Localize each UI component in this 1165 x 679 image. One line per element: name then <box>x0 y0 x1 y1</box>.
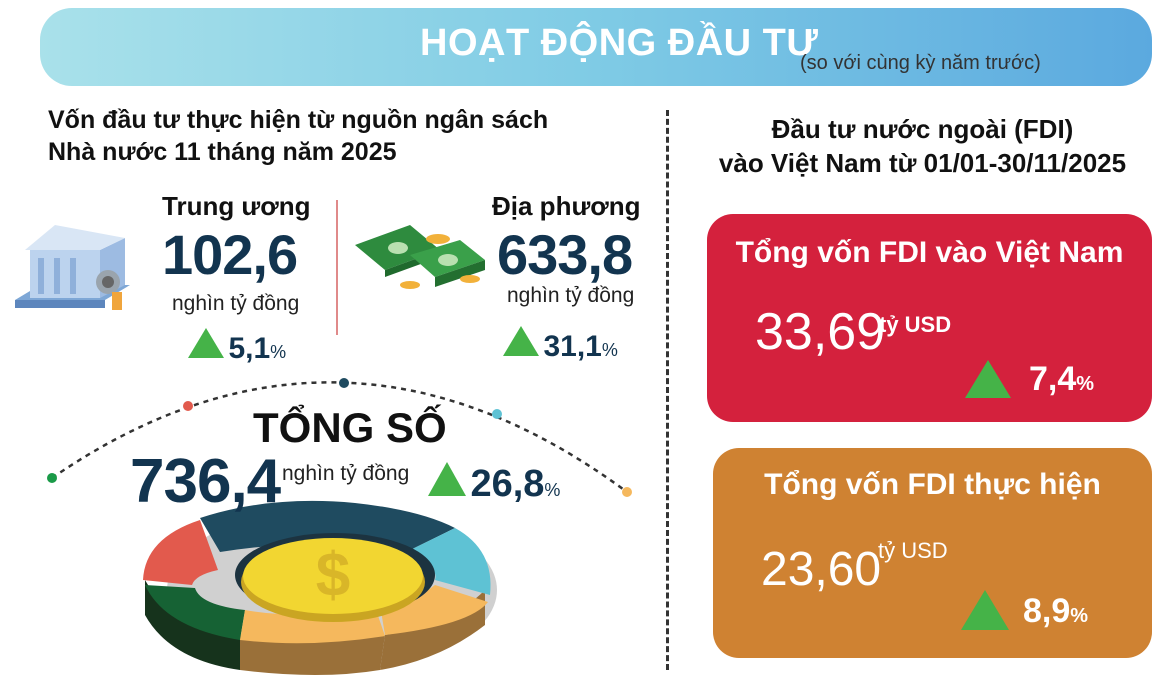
total-value: 736,4 <box>130 447 281 516</box>
budget-title-line1: Vốn đầu tư thực hiện từ nguồn ngân sách <box>48 106 549 134</box>
up-triangle-icon <box>188 328 224 358</box>
up-triangle-icon <box>503 326 539 356</box>
fdi-title-line1: Đầu tư nước ngoài (FDI) <box>771 114 1074 144</box>
central-label: Trung ương <box>162 191 311 221</box>
bank-icon <box>15 225 130 310</box>
page-title: HOẠT ĐỘNG ĐẦU TƯ <box>420 22 819 64</box>
up-triangle-icon <box>428 462 466 496</box>
donut-graphic: $ <box>47 378 632 675</box>
up-triangle-icon <box>965 360 1011 403</box>
fdi-disbursed-card: Tổng vốn FDI thực hiện 23,60 tỷ USD 8,9% <box>713 448 1152 658</box>
fdi-registered-change: 7,4% <box>1029 360 1094 399</box>
central-value: 102,6 <box>162 223 298 286</box>
svg-text:$: $ <box>316 541 350 610</box>
fdi-title-line2: vào Việt Nam từ 01/01-30/11/2025 <box>718 148 1127 178</box>
up-triangle-icon <box>961 590 1009 635</box>
local-unit: nghìn tỷ đồng <box>507 284 635 307</box>
fdi-disbursed-change: 8,9% <box>1023 592 1088 631</box>
local-label: Địa phương <box>492 191 641 221</box>
central-change: 5,1% <box>188 328 286 366</box>
local-value: 633,8 <box>497 223 633 286</box>
local-change: 31,1% <box>503 326 618 364</box>
section-divider <box>666 110 669 670</box>
fdi-disbursed-label: Tổng vốn FDI thực hiện <box>764 468 1101 501</box>
percent-sign: % <box>601 340 618 360</box>
budget-title: Vốn đầu tư thực hiện từ nguồn ngân sách … <box>48 104 548 168</box>
money-icon <box>355 225 485 289</box>
total-change: 26,8% <box>428 462 560 506</box>
fdi-title: Đầu tư nước ngoài (FDI) vào Việt Nam từ … <box>680 112 1165 180</box>
page-subtitle: (so với cùng kỳ năm trước) <box>800 52 1041 74</box>
percent-sign: % <box>1076 373 1095 395</box>
header-banner <box>40 8 1152 86</box>
fdi-disbursed-value: 23,60 <box>761 543 882 596</box>
percent-sign: % <box>1070 605 1089 627</box>
fdi-registered-label: Tổng vốn FDI vào Việt Nam <box>735 236 1124 269</box>
total-unit: nghìn tỷ đồng <box>282 462 410 485</box>
fdi-disbursed-unit: tỷ USD <box>878 538 948 563</box>
fdi-registered-value: 33,69 <box>755 303 886 361</box>
fdi-disbursed-change-value: 8,9 <box>1023 592 1071 630</box>
percent-sign: % <box>544 480 561 500</box>
local-change-value: 31,1 <box>543 330 602 363</box>
central-change-value: 5,1 <box>228 332 271 365</box>
fdi-registered-unit: tỷ USD <box>879 312 952 337</box>
column-divider <box>336 200 338 335</box>
central-unit: nghìn tỷ đồng <box>172 292 300 315</box>
percent-sign: % <box>270 342 287 362</box>
budget-title-line2: Nhà nước 11 tháng năm 2025 <box>48 138 397 166</box>
fdi-registered-card: Tổng vốn FDI vào Việt Nam 33,69 tỷ USD 7… <box>707 214 1152 422</box>
fdi-registered-change-value: 7,4 <box>1029 360 1077 398</box>
total-label: TỔNG SỐ <box>253 404 447 451</box>
total-change-value: 26,8 <box>470 463 545 505</box>
